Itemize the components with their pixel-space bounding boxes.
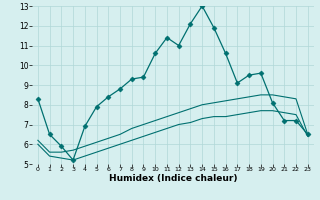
X-axis label: Humidex (Indice chaleur): Humidex (Indice chaleur) bbox=[108, 174, 237, 183]
